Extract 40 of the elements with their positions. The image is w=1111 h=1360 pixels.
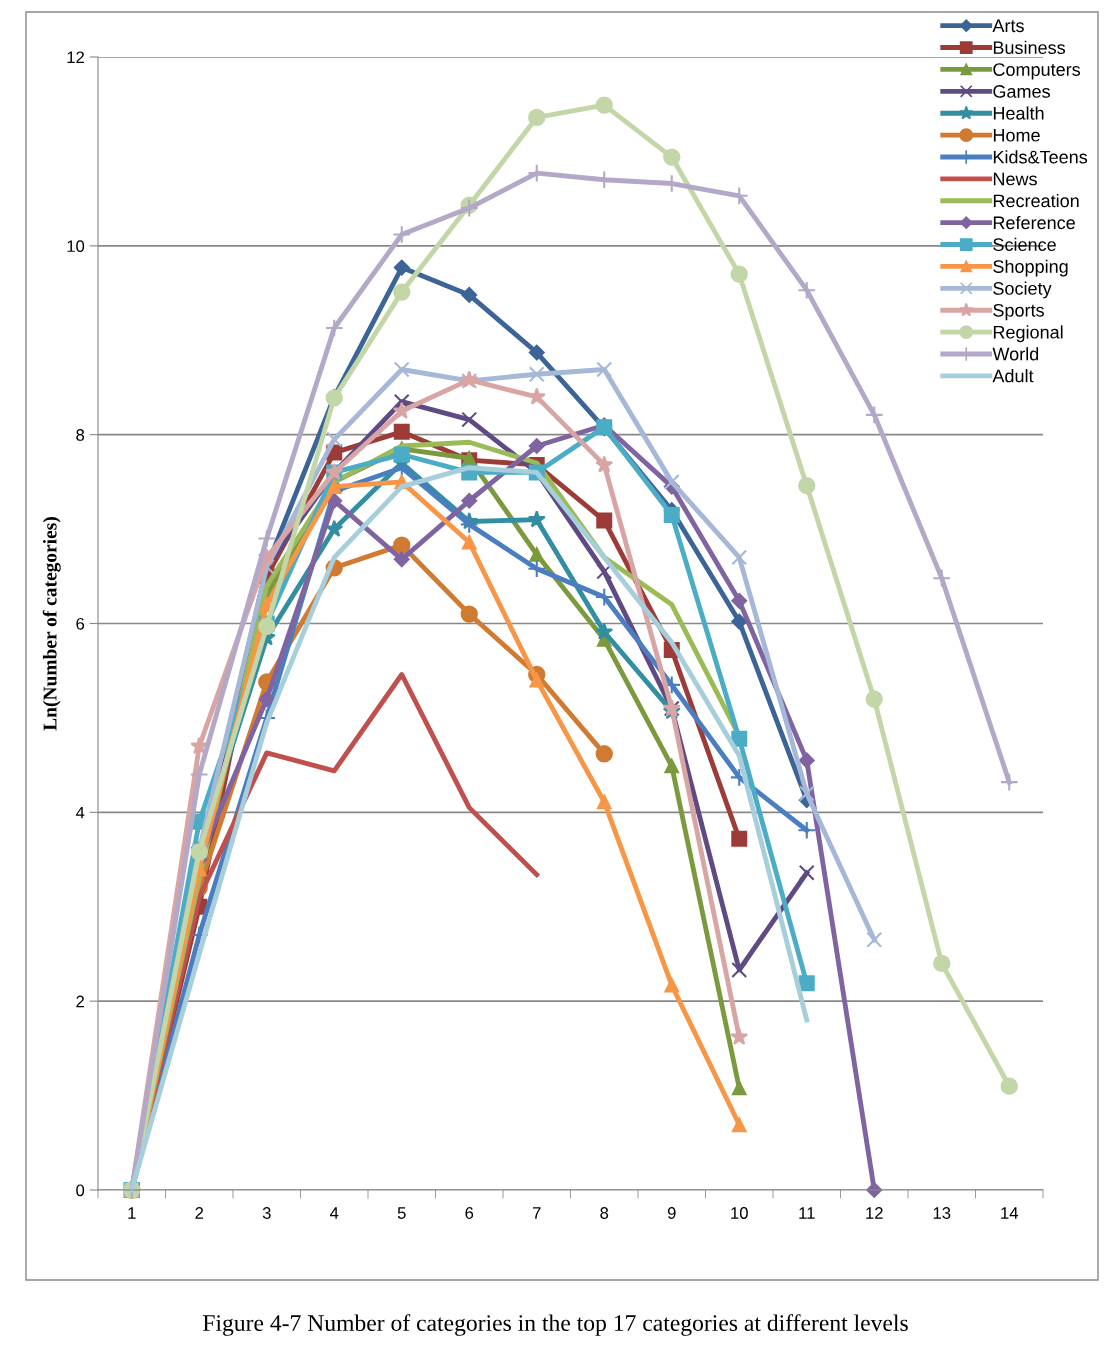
x-tick-label: 10	[731, 1207, 748, 1219]
x-tick-label: 5	[397, 1207, 406, 1219]
legend-label: Arts	[992, 19, 1024, 33]
legend-label: Sports	[993, 303, 1044, 321]
legend-label: News	[993, 172, 1037, 186]
x-tick-label: 1	[128, 1207, 136, 1219]
x-tick-label: 4	[330, 1207, 339, 1219]
x-tick-label: 3	[262, 1207, 271, 1219]
legend-label: Adult	[992, 369, 1034, 383]
x-tick-label: 7	[532, 1207, 541, 1219]
caption: Figure 4-7 Number of categories in the top 17 categories at different levels	[202, 1314, 908, 1336]
x-tick-label: 13	[933, 1207, 951, 1219]
legend-label: Shopping	[993, 259, 1068, 277]
x-tick-label: 2	[195, 1207, 204, 1219]
x-tick-label: 11	[799, 1207, 815, 1219]
x-tick-label: 14	[1001, 1207, 1019, 1219]
x-tick-label: 12	[866, 1207, 883, 1219]
y-tick-label: 12	[67, 51, 84, 64]
legend-label: Games	[993, 85, 1050, 98]
y-tick-label: 0	[76, 1184, 85, 1197]
y-tick-label: 2	[76, 995, 84, 1008]
y-tick-label: 8	[76, 429, 85, 441]
x-tick-label: 9	[667, 1207, 676, 1219]
legend-label: Recreation	[993, 194, 1079, 208]
legend-label: Business	[993, 40, 1066, 55]
y-tick-label: 6	[76, 617, 85, 630]
legend-label: Computers	[993, 63, 1081, 80]
y-tick-label: 10	[67, 240, 85, 253]
legend-label: Science	[993, 237, 1056, 252]
x-tick-label: 8	[600, 1207, 609, 1219]
y-tick-label: 4	[75, 806, 85, 819]
legend-label: Society	[993, 281, 1052, 299]
legend-label: Home	[993, 129, 1040, 142]
legend-label: Kids&Teens	[993, 150, 1088, 164]
legend-label: Health	[993, 106, 1044, 120]
legend-label: Reference	[993, 215, 1075, 230]
legend-label: Regional	[993, 325, 1063, 343]
y-axis-title: Ln(Number of categories)	[42, 517, 61, 731]
legend-label: World	[992, 347, 1039, 361]
x-tick-label: 6	[465, 1207, 474, 1219]
